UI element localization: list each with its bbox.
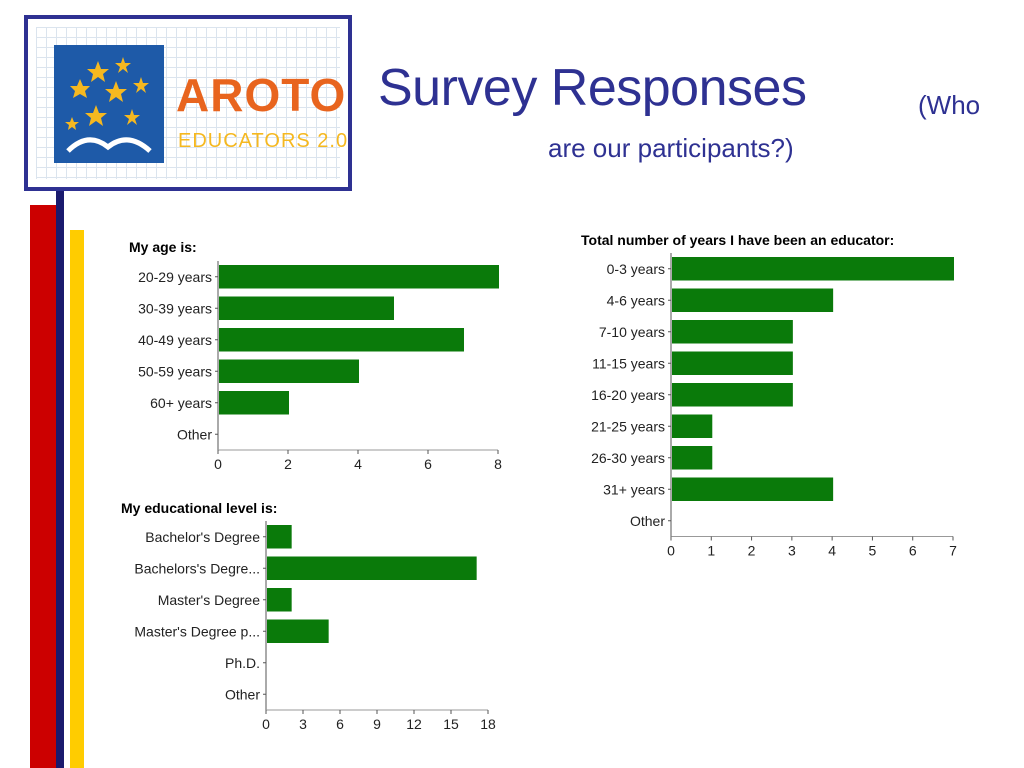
x-tick-label: 3 bbox=[788, 543, 796, 559]
category-label: 7-10 years bbox=[599, 324, 665, 340]
category-label: Other bbox=[177, 426, 212, 442]
bar-40-49-years bbox=[219, 328, 464, 352]
logo: AROTO EDUCATORS 2.0 bbox=[24, 15, 352, 191]
red-stripe bbox=[30, 205, 56, 768]
category-label: 30-39 years bbox=[138, 300, 212, 316]
x-tick-label: 0 bbox=[667, 543, 675, 559]
bar-master-s-degree bbox=[267, 588, 292, 612]
logo-hands bbox=[66, 137, 152, 153]
x-tick-label: 2 bbox=[748, 543, 756, 559]
category-label: 26-30 years bbox=[591, 450, 665, 466]
category-label: Master's Degree p... bbox=[134, 623, 260, 639]
x-tick-label: 4 bbox=[354, 456, 362, 472]
bar-7-10-years bbox=[672, 320, 793, 344]
category-label: 4-6 years bbox=[607, 292, 665, 308]
category-label: 40-49 years bbox=[138, 332, 212, 348]
navy-stripe bbox=[56, 183, 64, 768]
x-tick-label: 0 bbox=[262, 716, 270, 732]
bar-50-59-years bbox=[219, 359, 359, 383]
yellow-stripe bbox=[70, 230, 84, 768]
x-tick-label: 0 bbox=[214, 456, 222, 472]
x-tick-label: 8 bbox=[494, 456, 502, 472]
x-tick-label: 4 bbox=[828, 543, 836, 559]
chart-title: My age is: bbox=[129, 239, 197, 255]
bar-20-29-years bbox=[219, 265, 499, 289]
category-label: 20-29 years bbox=[138, 269, 212, 285]
bar-26-30-years bbox=[672, 446, 713, 470]
bar-4-6-years bbox=[672, 288, 834, 312]
logo-graphic: AROTO EDUCATORS 2.0 bbox=[54, 45, 348, 163]
category-label: 21-25 years bbox=[591, 418, 665, 434]
bar-30-39-years bbox=[219, 296, 394, 320]
years-educator-chart: Total number of years I have been an edu… bbox=[581, 232, 957, 559]
bar-master-s-degree-p- bbox=[267, 619, 329, 643]
x-tick-label: 2 bbox=[284, 456, 292, 472]
bar-bachelor-s-degree bbox=[267, 525, 292, 549]
category-label: 11-15 years bbox=[592, 355, 665, 371]
chart-title: Total number of years I have been an edu… bbox=[581, 232, 894, 248]
category-label: Bachelors's Degre... bbox=[134, 560, 260, 576]
category-label: 60+ years bbox=[150, 395, 212, 411]
x-tick-label: 9 bbox=[373, 716, 381, 732]
chart-title: My educational level is: bbox=[121, 500, 277, 516]
logo-name-bottom: EDUCATORS 2.0 bbox=[178, 130, 348, 152]
x-tick-label: 7 bbox=[949, 543, 957, 559]
slide-title: Survey Responses bbox=[378, 59, 807, 117]
category-label: Ph.D. bbox=[225, 655, 260, 671]
x-tick-label: 6 bbox=[424, 456, 432, 472]
slide-subtitle-line1: (Who bbox=[918, 90, 981, 120]
category-label: Master's Degree bbox=[158, 592, 260, 608]
x-tick-label: 1 bbox=[707, 543, 715, 559]
bar-0-3-years bbox=[672, 257, 954, 281]
logo-name-top: AROTO bbox=[176, 69, 346, 121]
bar-16-20-years bbox=[672, 383, 793, 407]
category-label: 31+ years bbox=[603, 481, 665, 497]
x-tick-label: 18 bbox=[480, 716, 496, 732]
bar-31-years bbox=[672, 477, 834, 501]
education-level-chart: My educational level is: Bachelor's Degre… bbox=[121, 500, 496, 732]
category-label: Other bbox=[225, 686, 260, 702]
bar-bachelors-s-degre- bbox=[267, 556, 477, 580]
x-tick-label: 6 bbox=[909, 543, 917, 559]
x-tick-label: 15 bbox=[443, 716, 459, 732]
category-label: Bachelor's Degree bbox=[145, 529, 260, 545]
x-tick-label: 3 bbox=[299, 716, 307, 732]
bar-21-25-years bbox=[672, 414, 713, 438]
bar-60-years bbox=[219, 391, 289, 415]
category-label: 16-20 years bbox=[591, 387, 665, 403]
slide-subtitle-line2: are our participants?) bbox=[548, 133, 794, 163]
star-icon bbox=[65, 57, 149, 130]
age-chart: My age is: 20-29 years 30-39 years 40-49 ye… bbox=[129, 239, 502, 472]
x-tick-label: 6 bbox=[336, 716, 344, 732]
x-tick-label: 12 bbox=[406, 716, 422, 732]
category-label: 50-59 years bbox=[138, 363, 212, 379]
category-label: Other bbox=[630, 513, 665, 529]
category-label: 0-3 years bbox=[607, 261, 665, 277]
bar-11-15-years bbox=[672, 351, 793, 375]
x-tick-label: 5 bbox=[869, 543, 877, 559]
